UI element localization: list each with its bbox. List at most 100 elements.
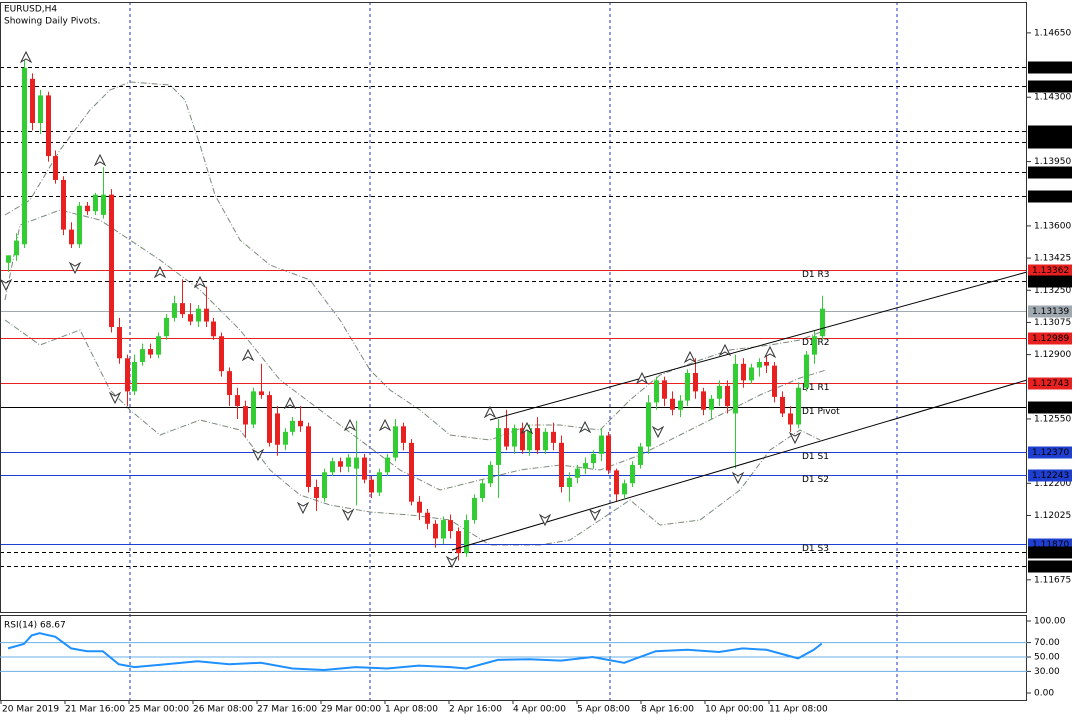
candle-body [22, 67, 27, 245]
candle-body [164, 317, 169, 337]
candle-body [733, 363, 738, 414]
y-tick-label: 1.14650 [1034, 28, 1071, 38]
level-price-box [1028, 80, 1072, 93]
fractal-down [0, 278, 13, 292]
candle-body [685, 373, 690, 401]
level-price-box [1028, 264, 1072, 277]
candle-body [219, 336, 224, 372]
fractal-up [19, 50, 33, 64]
x-tick-label: 27 Mar 16:00 [257, 705, 317, 715]
level-price-box [1028, 377, 1072, 390]
lower-band [4, 319, 821, 546]
level-price-label: 1.12370 [1032, 448, 1069, 458]
level-name: D1 R1 [802, 383, 830, 393]
candle-body [764, 361, 769, 366]
fractal-up [241, 348, 255, 362]
level-price-box [1028, 190, 1072, 203]
candle-body [788, 413, 793, 425]
fractal-up [378, 418, 392, 432]
candle-body [401, 426, 406, 443]
rsi-tick-label: 0.00 [1034, 689, 1054, 699]
x-tick-label: 21 Mar 16:00 [65, 705, 125, 715]
candle-body [599, 435, 604, 454]
fractal-up [343, 418, 357, 432]
level-name: D1 R3 [802, 270, 830, 280]
rsi-title: RSI(14) 68.67 [4, 621, 66, 631]
candle-body [117, 327, 122, 359]
rsi-line [7, 632, 823, 672]
candle-body [527, 428, 532, 451]
x-tick-label: 20 Mar 2019 [2, 705, 59, 715]
rsi-tick-label: 50.00 [1034, 653, 1060, 663]
candle-body [385, 457, 390, 473]
fractal-down [788, 431, 802, 445]
candle-body [812, 336, 817, 355]
candle-body [204, 308, 209, 322]
level-price-label: 1.13895 [1032, 168, 1069, 178]
level-price-label: 1.11870 [1032, 540, 1069, 550]
y-tick-label: 1.14300 [1034, 93, 1071, 103]
candle-body [480, 483, 485, 499]
candle-body [267, 395, 272, 443]
y-tick-label: 1.11675 [1034, 575, 1071, 585]
candle-body [409, 442, 414, 502]
trend-lines [451, 271, 1028, 551]
x-tick-label: 26 Mar 08:00 [193, 705, 253, 715]
level-price-box [1028, 166, 1072, 179]
fractal-down [341, 508, 355, 522]
candle-body [377, 472, 382, 493]
candle-body [85, 205, 90, 212]
level-price-box [1028, 305, 1072, 318]
candle-body [654, 380, 659, 403]
candle-body [504, 428, 509, 447]
y-tick-label: 1.12900 [1034, 350, 1071, 360]
level-price-box [1028, 546, 1072, 559]
candle-body [101, 194, 106, 215]
candle-body [496, 428, 501, 465]
level-price-label: 1.14115 [1032, 127, 1069, 137]
chart-frame [0, 2, 1027, 613]
trend-line [451, 379, 1028, 551]
level-price-box [1028, 560, 1072, 573]
candle-body [559, 442, 564, 487]
level-price-box [1028, 469, 1072, 482]
level-price-box [1028, 125, 1072, 138]
candle-body [543, 431, 548, 451]
x-tick-label: 5 Apr 08:00 [577, 705, 630, 715]
candle-body [140, 349, 145, 362]
candle-body [520, 428, 525, 451]
candle-body [275, 413, 280, 445]
fractal-up [520, 421, 534, 435]
x-tick-label: 29 Mar 00:00 [321, 705, 381, 715]
fractal-up [718, 343, 732, 357]
fractal-up [93, 153, 107, 167]
candle-body [488, 464, 493, 484]
candle-body [693, 373, 698, 392]
fractal-down [108, 391, 122, 405]
trend-line [489, 271, 1028, 421]
candle-body [46, 95, 51, 157]
fractal-down [731, 471, 745, 485]
level-price-label: 1.12743 [1032, 379, 1069, 389]
candle-body [338, 461, 343, 467]
fractal-up [763, 345, 777, 359]
candle-body [243, 406, 248, 425]
level-price-box [1028, 401, 1072, 414]
x-tick-label: 11 Apr 08:00 [769, 705, 828, 715]
fractal-down [588, 508, 602, 522]
candle-body [354, 457, 359, 469]
y-tick-label: 1.13075 [1034, 318, 1071, 328]
candle-body [772, 365, 777, 397]
fractal-up [153, 265, 167, 279]
candle-body [567, 477, 572, 487]
candle-body [606, 435, 611, 471]
rsi-tick-label: 100.00 [1034, 617, 1066, 627]
level-price-label: 1.14054 [1032, 138, 1069, 148]
candle-body [804, 354, 809, 388]
candle-body [322, 472, 327, 499]
fractal-up [283, 396, 297, 410]
y-tick-label: 1.13250 [1034, 286, 1071, 296]
x-tick-label: 25 Mar 00:00 [129, 705, 189, 715]
